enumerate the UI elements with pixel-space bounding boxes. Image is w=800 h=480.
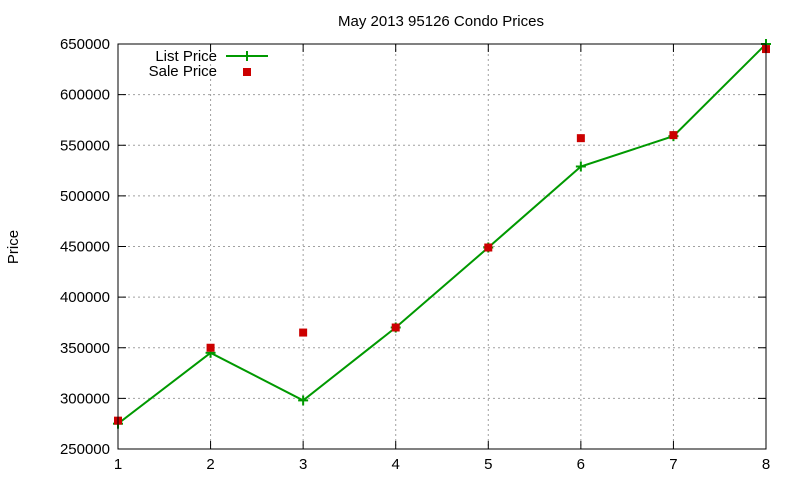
list-price-point: [298, 395, 309, 406]
x-tick-label: 4: [392, 456, 400, 473]
sale-price-point: [576, 134, 585, 143]
tick-layer: 250000 300000 350000 400000 450000 500000 5500…: [60, 36, 770, 473]
x-tick-label: 1: [114, 456, 122, 473]
y-tick-label: 450000: [60, 239, 110, 256]
sale-price-point: [299, 328, 308, 337]
legend-label-list-price: List Price: [155, 48, 217, 65]
list-price-line: [117, 43, 767, 425]
y-tick-label: 350000: [60, 340, 110, 357]
y-tick-label: 650000: [60, 36, 110, 53]
y-tick-label: 250000: [60, 441, 110, 458]
x-tick-label: 7: [669, 456, 677, 473]
y-tick-label: 300000: [60, 390, 110, 407]
chart-title: May 2013 95126 Condo Prices: [338, 13, 544, 30]
list-price-point: [575, 161, 586, 172]
plot-frame: [117, 43, 767, 450]
y-axis-label: Price: [5, 230, 22, 264]
y-tick-label: 500000: [60, 188, 110, 205]
legend-swatch-sale-price: [243, 68, 251, 76]
x-tick-label: 3: [299, 456, 307, 473]
x-tick-label: 5: [484, 456, 492, 473]
x-tick-label: 8: [762, 456, 770, 473]
x-tick-label: 2: [206, 456, 214, 473]
sale-price-point: [391, 323, 400, 332]
sale-price-point: [206, 343, 215, 352]
y-tick-label: 550000: [60, 137, 110, 154]
grid-layer: [118, 44, 766, 449]
x-tick-label: 6: [577, 456, 585, 473]
sale-price-point: [484, 243, 493, 252]
y-tick-label: 400000: [60, 289, 110, 306]
y-tick-label: 600000: [60, 87, 110, 104]
sale-price-point: [669, 131, 678, 140]
legend-label-sale-price: Sale Price: [149, 63, 217, 80]
series-layer: [113, 39, 771, 429]
